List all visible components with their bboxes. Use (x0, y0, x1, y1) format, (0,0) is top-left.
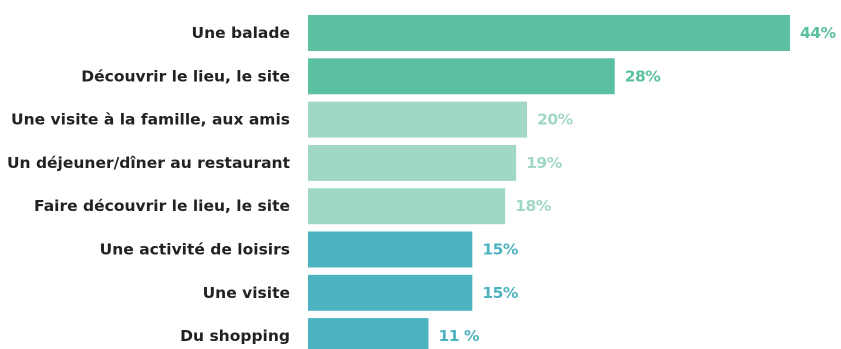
bar (308, 188, 506, 225)
category-label: Du shopping (180, 327, 290, 345)
bar (308, 144, 517, 181)
bar (308, 231, 473, 268)
category-label: Une visite (203, 284, 290, 302)
category-label: Faire découvrir le lieu, le site (34, 197, 290, 215)
category-label: Une balade (192, 24, 290, 42)
bar (308, 274, 473, 311)
bar (308, 58, 615, 95)
bar (308, 101, 528, 138)
category-label: Une activité de loisirs (100, 241, 290, 259)
category-label: Une visite à la famille, aux amis (11, 111, 290, 129)
bar (308, 318, 429, 349)
category-label: Un déjeuner/dîner au restaurant (7, 154, 291, 172)
value-label: 15% (482, 241, 519, 259)
value-label: 18% (515, 197, 552, 215)
value-label: 28% (625, 67, 662, 85)
value-label: 20% (537, 111, 574, 129)
value-label: 11 % (439, 327, 480, 345)
category-label: Découvrir le lieu, le site (81, 67, 290, 85)
value-label: 44% (800, 24, 837, 42)
value-label: 19% (526, 154, 563, 172)
value-label: 15% (482, 284, 519, 302)
bar (308, 15, 790, 51)
